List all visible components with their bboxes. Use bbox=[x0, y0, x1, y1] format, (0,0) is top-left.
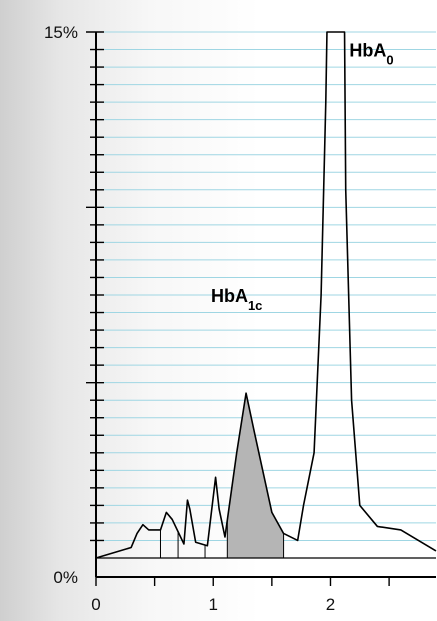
y-tick-label: 0% bbox=[53, 568, 78, 587]
x-tick-label: 1 bbox=[209, 595, 218, 614]
drop-lines bbox=[159, 520, 285, 558]
data-line bbox=[95, 31, 437, 559]
peak-label-text: HbA bbox=[349, 41, 386, 61]
peak-label-subscript: 1c bbox=[248, 298, 262, 313]
grid-lines bbox=[96, 31, 436, 541]
shaded-area bbox=[227, 393, 284, 558]
x-tick-label: 2 bbox=[326, 595, 335, 614]
peak-label: HbA0 bbox=[349, 41, 393, 67]
hba1c-shaded-area bbox=[227, 393, 284, 558]
y-tick-label: 15% bbox=[44, 23, 78, 42]
axes bbox=[86, 31, 436, 586]
chromatogram-line bbox=[95, 31, 437, 559]
peak-label-text: HbA bbox=[211, 286, 248, 306]
peak-label: HbA1c bbox=[211, 286, 262, 313]
x-tick-label: 0 bbox=[91, 595, 100, 614]
peak-label-subscript: 0 bbox=[386, 52, 393, 67]
